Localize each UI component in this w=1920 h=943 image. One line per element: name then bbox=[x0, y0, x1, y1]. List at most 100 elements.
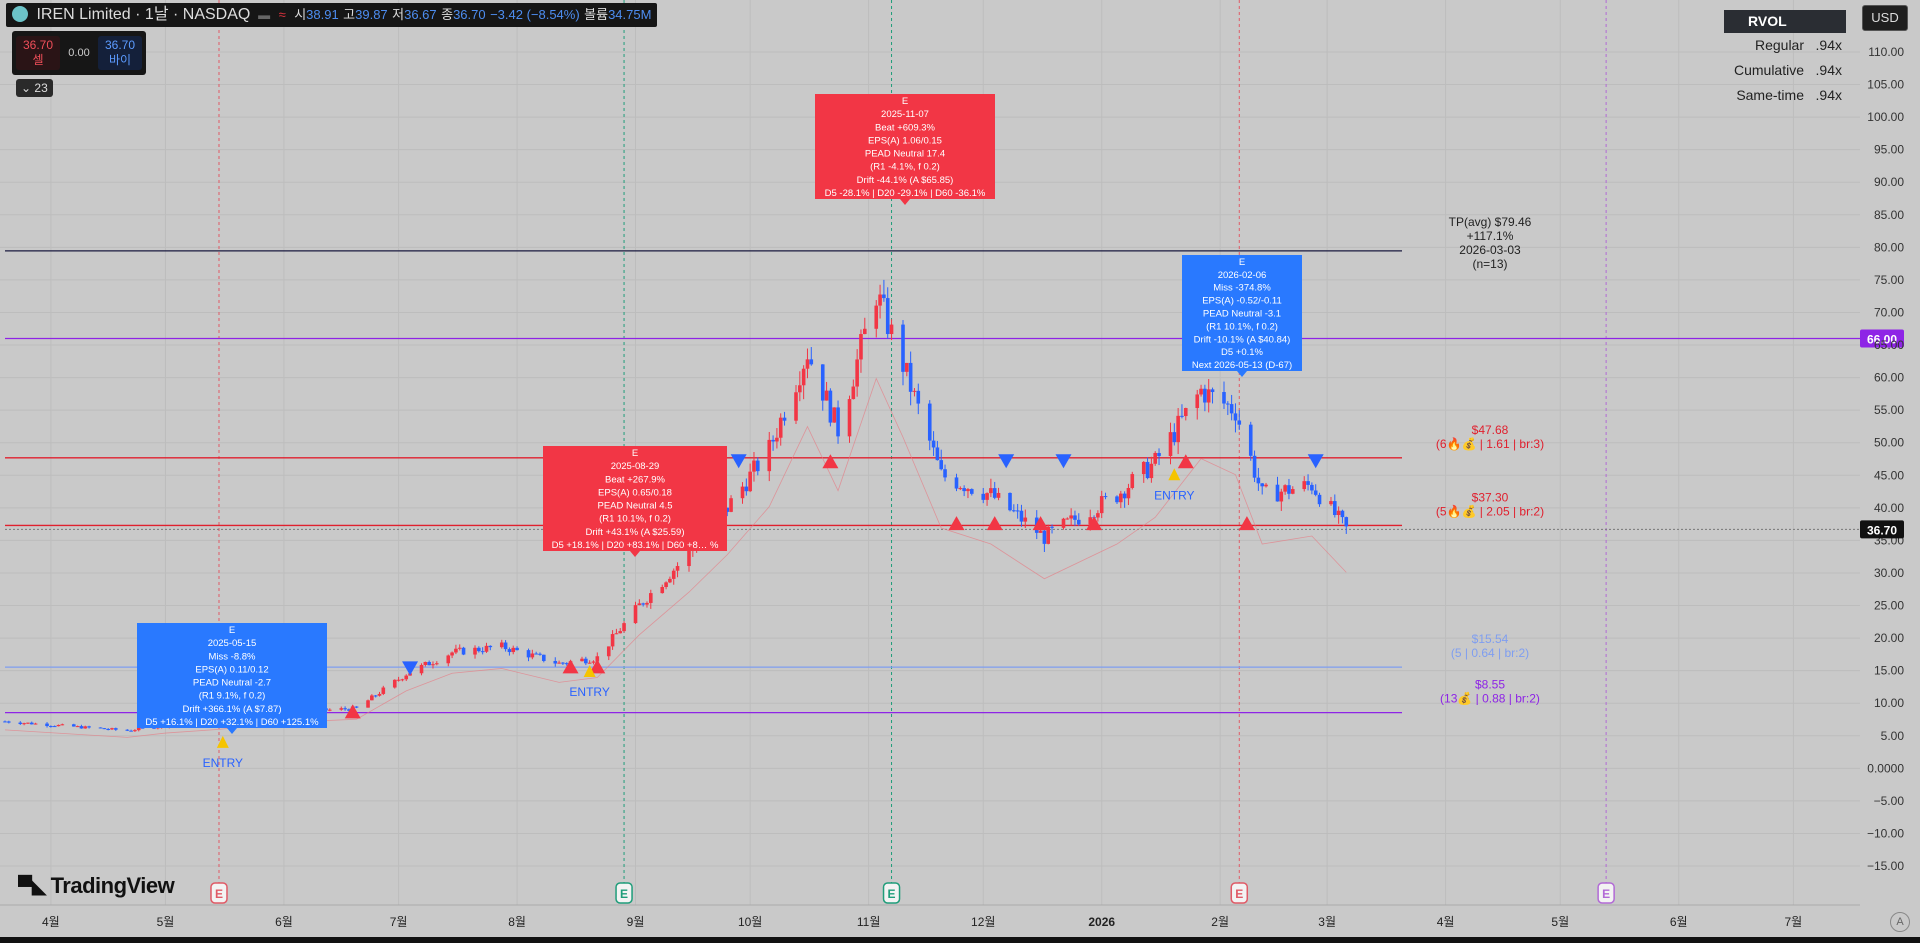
buy-button[interactable]: 36.70 바이 bbox=[98, 36, 142, 70]
candle-body bbox=[423, 661, 428, 665]
rvol-value: .94x bbox=[1815, 87, 1842, 103]
candle-body bbox=[530, 653, 535, 658]
y-tick-label: 70.00 bbox=[1874, 305, 1904, 319]
tradingview-logo[interactable]: ▀◣ TradingView bbox=[18, 873, 175, 899]
candle-body bbox=[1088, 517, 1093, 525]
candle bbox=[912, 388, 917, 397]
candle-body bbox=[729, 498, 733, 512]
rvol-table: RVOL Regular .94x Cumulative .94x Same-tim… bbox=[1724, 10, 1846, 108]
x-tick-label: 2월 bbox=[1211, 915, 1229, 929]
earnings-box-line: EPS(A) 1.06/0.15 bbox=[868, 135, 942, 146]
candle bbox=[133, 729, 137, 732]
candle-body bbox=[618, 631, 623, 634]
earnings-box-pointer bbox=[630, 551, 640, 557]
candle bbox=[874, 300, 879, 338]
candle bbox=[859, 329, 863, 373]
up-triangle-icon bbox=[1032, 516, 1049, 531]
candle-body bbox=[1290, 489, 1295, 494]
candle-body bbox=[3, 721, 7, 723]
down-triangle-icon bbox=[730, 454, 747, 469]
candle-body bbox=[1333, 501, 1337, 516]
earnings-marker-icon: E bbox=[1230, 882, 1249, 904]
candle bbox=[969, 488, 974, 496]
candle bbox=[339, 706, 344, 711]
minus-icon: ▬ bbox=[254, 8, 271, 22]
auto-scale-button[interactable]: A bbox=[1890, 912, 1910, 932]
candle bbox=[343, 706, 347, 711]
candle-body bbox=[622, 623, 626, 632]
candle-body bbox=[958, 488, 963, 490]
candle bbox=[110, 727, 114, 731]
x-tick-label: 4월 bbox=[42, 915, 60, 929]
candle bbox=[45, 722, 49, 728]
candle-body bbox=[1275, 484, 1280, 502]
candle bbox=[1260, 483, 1265, 495]
y-tick-label: −5.00 bbox=[1874, 794, 1905, 808]
candle-body bbox=[648, 593, 653, 603]
rvol-row: Regular .94x bbox=[1724, 33, 1846, 58]
candle-body bbox=[1183, 408, 1188, 417]
symbol-header[interactable]: IREN Limited · 1날 · NASDAQ ▬ ≈ 시38.91 고3… bbox=[6, 3, 658, 27]
candle bbox=[87, 725, 91, 729]
earnings-box-line: Drift -10.1% (A $40.84) bbox=[1194, 334, 1291, 345]
candle bbox=[992, 481, 997, 500]
candle-body bbox=[400, 679, 405, 681]
candle-body bbox=[396, 679, 401, 681]
brand-name: TradingView bbox=[50, 873, 175, 898]
candle-body bbox=[553, 660, 558, 664]
candle bbox=[98, 727, 103, 729]
candle bbox=[373, 694, 378, 698]
candle-body bbox=[1260, 483, 1265, 487]
level-label: TP(avg) $79.46 bbox=[1449, 215, 1532, 229]
candle bbox=[457, 644, 462, 651]
bottom-bar bbox=[0, 937, 1920, 943]
earnings-box-line: EPS(A) 0.11/0.12 bbox=[195, 664, 268, 675]
candle bbox=[404, 674, 409, 682]
level-tag bbox=[1860, 329, 1904, 348]
candle-body bbox=[901, 324, 905, 372]
candle-body bbox=[450, 652, 454, 656]
sell-button[interactable]: 36.70 셀 bbox=[16, 36, 60, 70]
candle-body bbox=[981, 493, 986, 500]
candle bbox=[435, 661, 439, 666]
y-tick-label: 30.00 bbox=[1874, 566, 1904, 580]
candle-body bbox=[56, 724, 61, 727]
candle-body bbox=[1210, 389, 1215, 393]
currency-button[interactable]: USD bbox=[1862, 5, 1908, 31]
candle bbox=[377, 691, 382, 697]
candle-body bbox=[908, 362, 913, 392]
candle bbox=[1168, 422, 1173, 465]
candle-body bbox=[431, 664, 435, 666]
level-sublabel: (6🔥💰 | 1.61 | br:3) bbox=[1436, 437, 1544, 451]
candle-body bbox=[591, 661, 596, 663]
indicators-toggle[interactable]: ⌄ 23 bbox=[16, 79, 53, 97]
candle-body bbox=[927, 403, 932, 441]
candle-body bbox=[328, 709, 332, 711]
candle bbox=[908, 351, 913, 406]
candle-body bbox=[33, 723, 38, 725]
level-label: $37.30 bbox=[1472, 490, 1509, 504]
up-triangle-icon bbox=[1086, 516, 1103, 531]
candle-body bbox=[477, 647, 481, 652]
candle-body bbox=[373, 695, 378, 697]
candle-body bbox=[561, 662, 565, 664]
candle bbox=[1344, 516, 1349, 534]
candle-body bbox=[1336, 510, 1341, 516]
candle-body bbox=[1122, 493, 1127, 499]
y-tick-label: 105.00 bbox=[1867, 78, 1904, 92]
candle bbox=[641, 602, 645, 607]
candle-body bbox=[905, 362, 909, 372]
candle-body bbox=[499, 642, 504, 648]
candle-body bbox=[614, 633, 619, 635]
candle bbox=[905, 362, 909, 377]
symbol-title[interactable]: IREN Limited · 1날 · NASDAQ bbox=[36, 6, 251, 23]
x-tick-label: 6월 bbox=[275, 915, 293, 929]
volume-label: 볼륨 bbox=[584, 7, 609, 22]
candle-body bbox=[1199, 388, 1203, 395]
y-tick-label: 110.00 bbox=[1868, 45, 1904, 59]
level-sublabel: (13💰 | 0.88 | br:2) bbox=[1440, 692, 1540, 706]
candle bbox=[901, 320, 905, 386]
candle bbox=[648, 589, 653, 609]
candle-body bbox=[878, 294, 882, 306]
